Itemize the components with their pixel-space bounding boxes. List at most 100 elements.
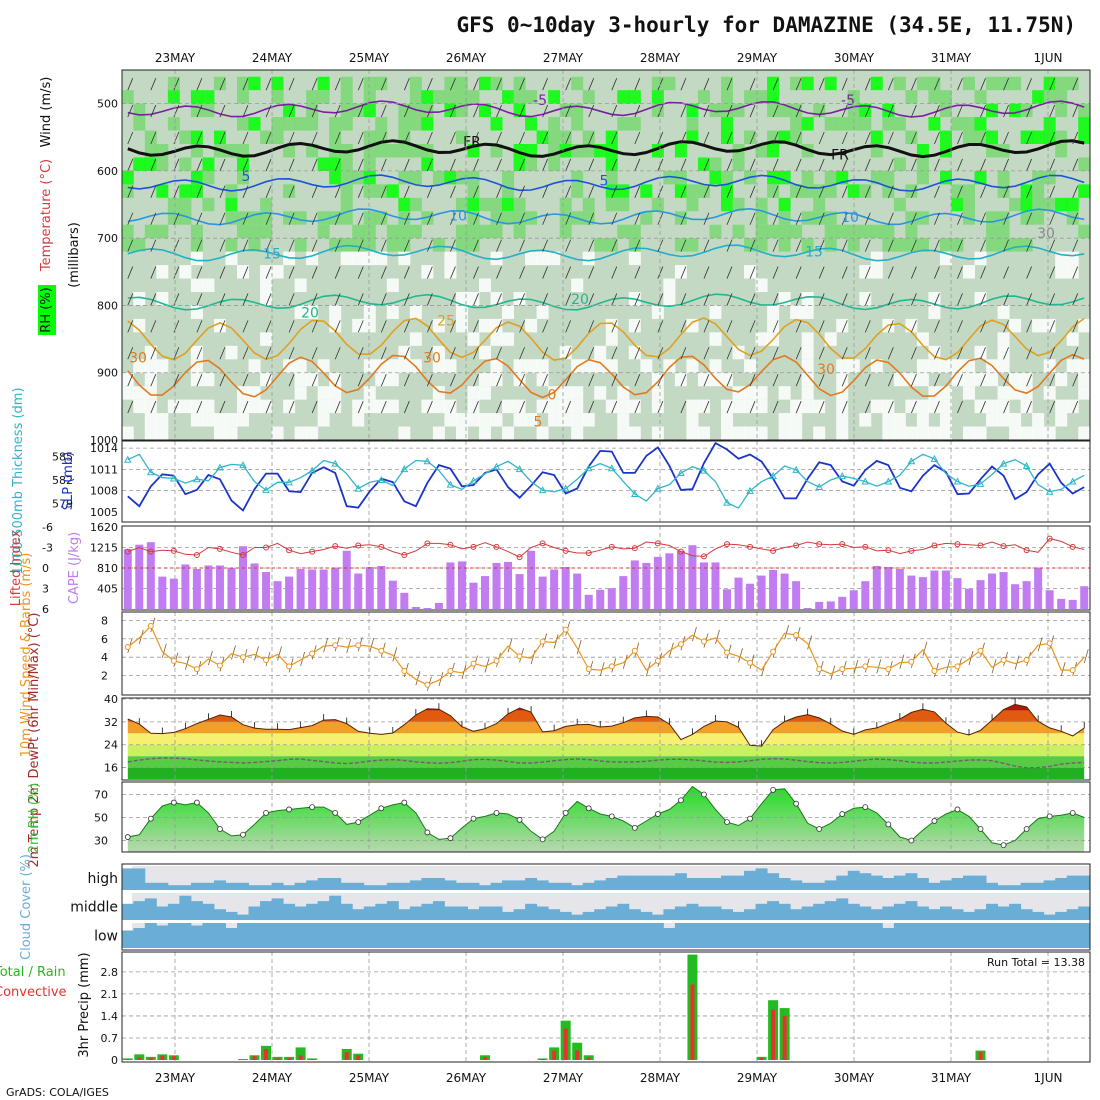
rh2m-point	[1023, 826, 1030, 832]
wind-barb	[680, 212, 687, 225]
cloud-cell-high	[294, 882, 307, 890]
thickness-point-marker	[515, 465, 524, 473]
wind-barb	[818, 347, 825, 360]
cloud-cell-low	[329, 923, 342, 948]
wind10-point	[147, 622, 154, 629]
wind-barb	[519, 185, 525, 198]
rh-cell	[686, 426, 699, 440]
wind10-point	[908, 658, 915, 665]
wind-barb	[957, 239, 963, 252]
rh-cell	[398, 211, 411, 225]
wind10-barb	[899, 654, 905, 669]
lifted-index-point	[1046, 535, 1053, 542]
cloud-cell-middle	[594, 909, 607, 920]
wind-barb	[427, 266, 433, 279]
wind10-point	[724, 649, 730, 656]
rh-cell	[674, 238, 687, 252]
wind-barb	[450, 158, 456, 172]
rh-cell	[513, 90, 526, 104]
rh-cell	[1020, 211, 1033, 225]
rh-cell	[939, 399, 952, 414]
rh-cell	[697, 157, 710, 171]
precip-convective-bar	[160, 1055, 165, 1060]
cape-bar	[792, 581, 801, 609]
rh-cell	[605, 359, 618, 373]
rh-cell	[156, 426, 169, 440]
rh-cell	[605, 332, 618, 346]
cape-bar	[803, 607, 812, 609]
wind10-barb	[1083, 649, 1089, 664]
wind10-tick-label: 2	[101, 670, 108, 683]
rh-cell	[513, 76, 526, 91]
wind-barb	[311, 374, 318, 387]
cloud-cell-low	[432, 923, 445, 948]
wind-barb	[565, 78, 572, 91]
wind-barb	[657, 266, 664, 279]
wind-barb	[427, 239, 433, 252]
wind-barb	[450, 374, 456, 387]
lifted-index-point	[724, 541, 730, 548]
wind-barb	[634, 185, 641, 198]
rh-cell	[144, 372, 157, 387]
wind-barb	[1049, 320, 1056, 333]
rh-cell	[179, 197, 192, 212]
temp-band	[127, 721, 1085, 734]
wind-barb	[934, 400, 940, 414]
wind-barb	[496, 239, 502, 252]
rh-cell	[490, 372, 503, 387]
cape-bar	[123, 549, 132, 609]
rh-cell	[179, 211, 192, 225]
rh-cell	[651, 399, 664, 414]
wind10-barb	[277, 646, 282, 661]
rh-cell	[767, 76, 780, 91]
rh2m-point	[631, 824, 638, 831]
rh-cell	[432, 426, 445, 440]
rh-cell	[859, 184, 872, 198]
run-total-label: Run Total = 13.38	[987, 956, 1085, 969]
rh-cell	[778, 103, 791, 118]
cloud-cell-middle	[502, 911, 515, 920]
wind-barb	[311, 347, 318, 360]
wind-barb	[818, 158, 825, 172]
rh-cell	[744, 90, 757, 104]
wind-barb	[380, 266, 387, 279]
rh-cell	[663, 170, 676, 185]
wind-barb	[841, 320, 848, 333]
wind-barb	[150, 293, 157, 306]
wind-barb	[542, 400, 548, 414]
rh-cell	[260, 399, 273, 414]
rh-cell	[144, 399, 157, 414]
wind-barb	[887, 185, 894, 198]
rh-cell	[674, 265, 687, 279]
wind-barb	[957, 400, 963, 414]
rh-cell	[352, 238, 365, 252]
wind-barb	[611, 104, 618, 118]
cloud-cell-high	[536, 880, 549, 890]
wind-barb	[196, 212, 203, 225]
cloud-cell-middle	[1043, 914, 1056, 920]
wind-barb	[219, 400, 226, 414]
rh-cell	[859, 224, 872, 239]
cloud-cell-low	[467, 923, 480, 948]
rh-cell	[778, 211, 791, 225]
rh-cell	[1055, 144, 1068, 158]
rh-cell	[513, 224, 526, 239]
wind-barb	[542, 347, 548, 360]
cloud-cell-high	[248, 885, 261, 890]
lifted-index-tick-label: -3	[42, 542, 53, 555]
wind10-barb	[576, 639, 582, 655]
rh-cell	[559, 413, 572, 427]
wind10-point	[839, 666, 846, 673]
rh-cell	[190, 90, 203, 104]
rh-cell	[1055, 103, 1068, 118]
lifted-index-point	[839, 541, 846, 548]
rh-cell	[237, 117, 249, 131]
cloud-cell-high	[847, 870, 860, 890]
isotherm-25	[127, 317, 1085, 361]
wind-barb	[427, 293, 433, 306]
wind-barb	[288, 158, 295, 172]
rh-cell	[755, 332, 768, 346]
rh-cell	[1009, 318, 1022, 333]
wind-barb	[450, 212, 456, 225]
wind-barb	[980, 266, 986, 279]
